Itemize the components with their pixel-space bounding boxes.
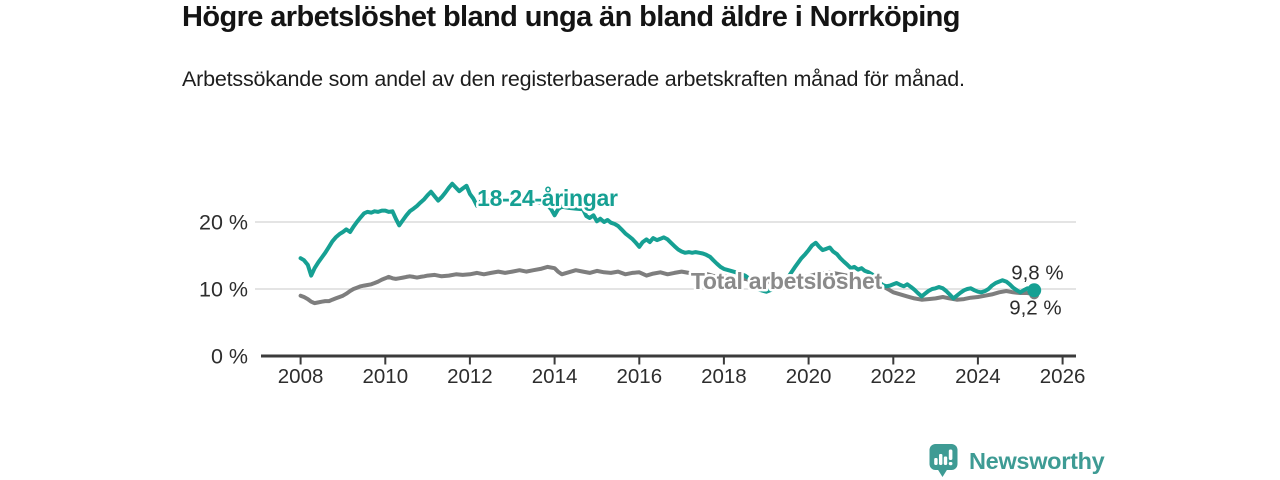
x-tick-label: 2022 bbox=[870, 365, 916, 388]
x-tick-label: 2026 bbox=[1040, 365, 1086, 388]
y-tick-label: 10 % bbox=[199, 278, 248, 302]
series-end-dot bbox=[1027, 283, 1042, 298]
newsworthy-logo: Newsworthy bbox=[929, 444, 1105, 478]
chart-title: Högre arbetslöshet bland unga än bland ä… bbox=[182, 1, 961, 33]
x-tick-label: 2012 bbox=[447, 365, 493, 388]
x-tick-label: 2008 bbox=[278, 365, 324, 388]
line-chart-canvas: 0 % 10 % 20 % 2008 2010 2012 2014 2016 2018 2020 2… bbox=[199, 181, 1086, 388]
chart-subtitle: Arbetssökande som andel av den registerb… bbox=[182, 67, 965, 91]
series-line bbox=[298, 181, 1037, 301]
x-tick-label: 2024 bbox=[955, 365, 1001, 388]
series-label: 18-24-åringar bbox=[477, 185, 618, 211]
series-end-value-label: 9,2 % bbox=[1009, 296, 1061, 319]
newsworthy-logo-icon bbox=[929, 444, 958, 477]
series-label: Total arbetslöshet bbox=[691, 268, 883, 294]
x-tick-label: 2010 bbox=[362, 365, 408, 388]
series-line bbox=[298, 264, 1037, 306]
y-tick-label: 0 % bbox=[211, 345, 248, 369]
x-tick-label: 2018 bbox=[701, 365, 747, 388]
x-tick-label: 2014 bbox=[532, 365, 578, 388]
series-end-value-label: 9,8 % bbox=[1011, 261, 1063, 284]
y-tick-label: 20 % bbox=[199, 211, 248, 235]
newsworthy-logo-text: Newsworthy bbox=[969, 447, 1105, 474]
x-tick-label: 2016 bbox=[616, 365, 662, 388]
line-chart: 0 % 10 % 20 % 2008 2010 2012 2014 2016 2018 2020 2… bbox=[0, 150, 1280, 400]
x-tick-label: 2020 bbox=[786, 365, 832, 388]
